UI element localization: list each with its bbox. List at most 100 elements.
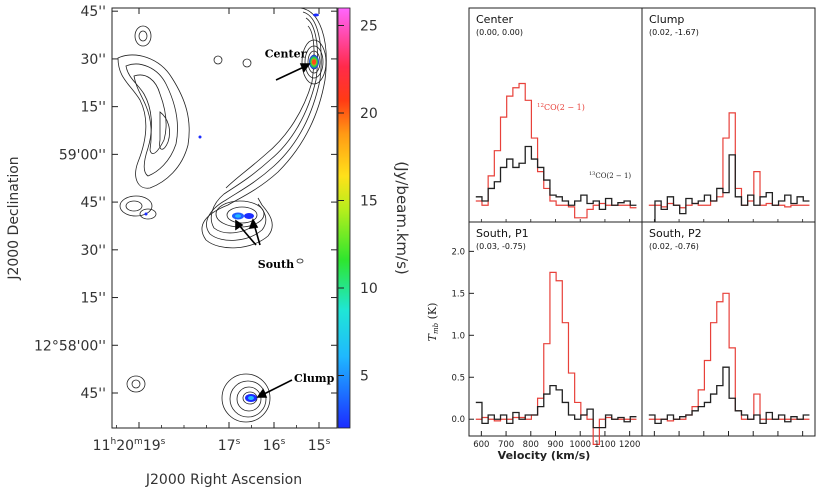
annotation-clump: Clump [294,372,335,385]
map-x-axis-label: J2000 Right Ascension [145,472,302,488]
spectrum-frame [468,7,643,223]
tick-s-sup: s [281,437,286,447]
emission-south-b [244,213,254,219]
colorbar [337,7,351,429]
ylabel-sub: mb [432,322,440,334]
panel-coords: (0.00, 0.00) [476,28,523,37]
legend-co13-sup: 13 [589,171,595,177]
map-y-tick-label: 30'' [80,243,106,259]
contour-blob-7 [139,208,157,220]
tick-s-sup: s [326,437,331,447]
contour-blob-10 [131,379,141,389]
map-y-tick-label: 30'' [80,52,106,68]
spectrum-co13-line [648,154,810,232]
spectrum-x-tick-label: 800 [523,440,539,450]
spectrum-y-tick-label: 0.5 [451,373,465,383]
emission-west-1 [198,135,202,139]
panel-coords: (0.03, -0.75) [476,242,526,251]
colorbar-tick-label: 10 [360,281,378,297]
map-y-axis-label: J2000 Declination [6,156,22,280]
arrow-south-2-head [248,218,259,229]
map-y-tick-label: 45'' [80,4,106,20]
spectrum-x-tick-label: 700 [498,440,514,450]
contour-ridge-2 [206,11,322,241]
contour-center-3 [307,50,321,74]
colorbar-tick-label: 20 [360,106,378,122]
spectrum-x-tick-label: 1000 [569,440,591,450]
panel-name: South, P2 [649,227,702,240]
legend-co13: 13CO(2 − 1) [589,171,631,180]
map-y-ticks: 45'' 30'' 15'' 59'00'' 45'' 30'' 15'' 12°58'00'… [34,4,337,402]
colorbar-tick-label: 15 [360,194,378,210]
map-x-ticks: 11h20m19s 17s 16s 15s [93,8,331,454]
panel-name: South, P1 [476,227,529,240]
spectrum-frame [641,221,816,437]
contour-west-1 [117,54,190,189]
tick-h: 11 [93,438,111,454]
spectra-y-axis-label: Tmb (K) [426,303,440,342]
tick-s: 17 [218,438,236,454]
spectrum-x-tick-label: 600 [473,440,489,450]
spectrum-x-tick-label: 1100 [594,440,616,450]
tick-s: 19 [143,438,161,454]
colorbar-tick-label: 25 [360,19,378,35]
contour-blob-3 [213,55,223,65]
contour-center-2 [304,45,324,79]
emission-south-c [235,214,241,218]
map-y-tick-label: 45'' [80,195,106,211]
spectrum-co13-line [475,384,637,429]
annotation-center: Center [265,47,307,60]
spectrum-panel-3: South, P2 (0.02, -0.76) [641,221,816,437]
tick-m: 20 [116,438,134,454]
panel-name: Center [476,13,514,26]
contour-blob-8 [296,258,304,264]
contour-south-2 [226,206,258,224]
contour-ridge-1 [201,8,327,249]
spectrum-x-tick-label: 900 [547,440,563,450]
panel-coords: (0.02, -0.76) [649,242,699,251]
contour-blob-6 [125,200,143,212]
legend-co12-sup: 12 [537,103,544,109]
map-x-tick-label: 15s [308,437,331,454]
map-x-tick-label: 17s [218,437,241,454]
legend-co12: 12CO(2 − 1) [537,103,585,112]
tick-s: 15 [308,438,326,454]
emission-top [313,13,319,17]
spectra-grid: Center(0.00, 0.00)12CO(2 − 1)13CO(2 − 1)… [451,7,816,450]
arrow-south-1-head [235,219,244,231]
contour-center-1 [301,39,327,85]
spectrum-x-tick-label: 1200 [619,440,641,450]
tick-s-sup: s [236,437,241,447]
map-y-tick-label: 15'' [80,291,106,307]
tick-h-sup: h [110,437,116,447]
contour-west-2 [125,63,178,177]
panel-coords: (0.02, -1.67) [649,28,699,37]
spectra-x-axis-label: Velocity (km/s) [498,449,591,462]
spectrum-co13-line [475,145,637,211]
annotation-south: South [258,258,294,271]
contour-clump-1 [221,373,271,423]
panel-name: Clump [649,13,684,26]
arrow-clump [261,379,293,396]
map-x-tick-label: 11h20m19s [93,437,166,454]
contour-clump-2 [229,380,267,418]
arrow-center [275,65,307,81]
emission-center-core [312,59,316,65]
contour-blob-5 [119,195,153,217]
ylabel-main: T [426,332,439,341]
ylabel-unit: (K) [426,303,439,323]
contour-west-3 [133,74,167,154]
spectrum-y-tick-label: 0.0 [451,415,465,425]
spectrum-y-tick-label: 2.0 [451,247,465,257]
tick-s: 16 [263,438,281,454]
emission-west-2 [144,212,148,216]
contour-blob-9 [126,375,146,393]
tick-m-sup: m [134,437,143,447]
contour-west-4 [159,111,170,150]
legend-co13-text: CO(2 − 1) [595,172,631,180]
legend-co12-text: CO(2 − 1) [544,103,585,112]
spectrum-frame [468,221,643,437]
contour-blob-1 [134,25,152,47]
contour-ridge-3 [210,17,318,234]
